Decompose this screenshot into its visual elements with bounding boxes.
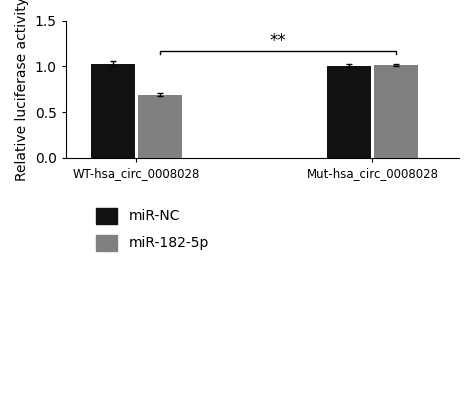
Legend: miR-NC, miR-182-5p: miR-NC, miR-182-5p [92,204,213,255]
Bar [91,64,135,158]
Bar [327,66,371,158]
Text: **: ** [270,32,286,50]
Bar [138,95,182,158]
Y-axis label: Relative luciferase activity: Relative luciferase activity [15,0,29,181]
Bar [374,65,418,158]
